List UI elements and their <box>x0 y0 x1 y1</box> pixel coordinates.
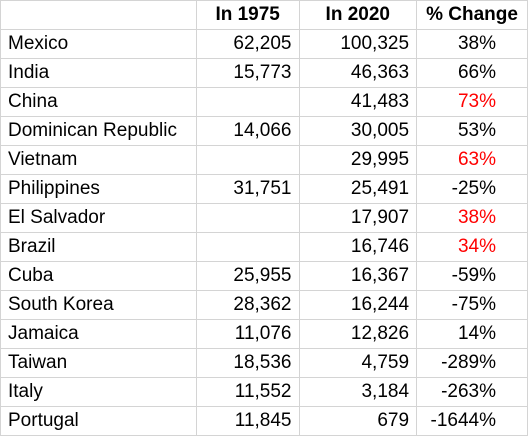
cell-change[interactable]: -75% <box>416 290 528 320</box>
cell-country[interactable]: Mexico <box>0 29 197 59</box>
header-cell-change[interactable]: % Change <box>416 0 528 30</box>
cell-country[interactable]: Cuba <box>0 261 197 291</box>
cell-1975[interactable] <box>195 203 300 233</box>
cell-country[interactable]: China <box>0 87 197 117</box>
table-row: Vietnam 29,995 63% <box>0 145 528 175</box>
cell-1975[interactable] <box>195 87 300 117</box>
cell-country[interactable]: Brazil <box>0 232 197 262</box>
table-row: China 41,483 73% <box>0 87 528 117</box>
cell-country[interactable]: India <box>0 58 197 88</box>
table-row: El Salvador 17,907 38% <box>0 203 528 233</box>
cell-country[interactable]: Italy <box>0 377 197 407</box>
header-cell-2020[interactable]: In 2020 <box>298 0 418 30</box>
cell-1975[interactable]: 18,536 <box>195 348 300 378</box>
cell-2020[interactable]: 4,759 <box>298 348 418 378</box>
cell-1975[interactable]: 31,751 <box>195 174 300 204</box>
cell-2020[interactable]: 30,005 <box>298 116 418 146</box>
cell-change[interactable]: 63% <box>416 145 528 175</box>
cell-1975[interactable]: 28,362 <box>195 290 300 320</box>
cell-change[interactable]: -25% <box>416 174 528 204</box>
cell-change[interactable]: 14% <box>416 319 528 349</box>
table-row: South Korea 28,362 16,244 -75% <box>0 290 528 320</box>
header-cell-country[interactable] <box>0 0 197 30</box>
cell-1975[interactable] <box>195 145 300 175</box>
table-row: Taiwan 18,536 4,759 -289% <box>0 348 528 378</box>
cell-2020[interactable]: 17,907 <box>298 203 418 233</box>
cell-country[interactable]: Portugal <box>0 406 197 436</box>
table-row: Cuba 25,955 16,367 -59% <box>0 261 528 291</box>
cell-1975[interactable]: 14,066 <box>195 116 300 146</box>
cell-country[interactable]: Taiwan <box>0 348 197 378</box>
cell-2020[interactable]: 16,367 <box>298 261 418 291</box>
table-row: Portugal 11,845 679 -1644% <box>0 406 528 436</box>
cell-change[interactable]: -263% <box>416 377 528 407</box>
cell-1975[interactable]: 11,076 <box>195 319 300 349</box>
cell-country[interactable]: El Salvador <box>0 203 197 233</box>
cell-2020[interactable]: 41,483 <box>298 87 418 117</box>
cell-1975[interactable]: 15,773 <box>195 58 300 88</box>
cell-change[interactable]: -289% <box>416 348 528 378</box>
table-row: Jamaica 11,076 12,826 14% <box>0 319 528 349</box>
cell-change[interactable]: 38% <box>416 29 528 59</box>
table-row: Mexico 62,205 100,325 38% <box>0 29 528 59</box>
cell-1975[interactable]: 11,552 <box>195 377 300 407</box>
cell-country[interactable]: Vietnam <box>0 145 197 175</box>
cell-2020[interactable]: 12,826 <box>298 319 418 349</box>
table-row: Italy 11,552 3,184 -263% <box>0 377 528 407</box>
cell-1975[interactable]: 25,955 <box>195 261 300 291</box>
cell-1975[interactable] <box>195 232 300 262</box>
cell-2020[interactable]: 46,363 <box>298 58 418 88</box>
cell-country[interactable]: Dominican Republic <box>0 116 197 146</box>
table-row: Dominican Republic 14,066 30,005 53% <box>0 116 528 146</box>
table-row: Philippines 31,751 25,491 -25% <box>0 174 528 204</box>
cell-change[interactable]: -59% <box>416 261 528 291</box>
cell-change[interactable]: 73% <box>416 87 528 117</box>
cell-change[interactable]: 53% <box>416 116 528 146</box>
table-row: Brazil 16,746 34% <box>0 232 528 262</box>
cell-country[interactable]: Philippines <box>0 174 197 204</box>
cell-1975[interactable]: 11,845 <box>195 406 300 436</box>
cell-change[interactable]: 38% <box>416 203 528 233</box>
cell-2020[interactable]: 16,244 <box>298 290 418 320</box>
cell-2020[interactable]: 16,746 <box>298 232 418 262</box>
table-row: India 15,773 46,363 66% <box>0 58 528 88</box>
cell-country[interactable]: Jamaica <box>0 319 197 349</box>
cell-1975[interactable]: 62,205 <box>195 29 300 59</box>
cell-2020[interactable]: 100,325 <box>298 29 418 59</box>
cell-2020[interactable]: 25,491 <box>298 174 418 204</box>
header-cell-1975[interactable]: In 1975 <box>195 0 300 30</box>
cell-country[interactable]: South Korea <box>0 290 197 320</box>
cell-2020[interactable]: 679 <box>298 406 418 436</box>
header-row: In 1975 In 2020 % Change <box>0 0 528 30</box>
cell-change[interactable]: 66% <box>416 58 528 88</box>
cell-2020[interactable]: 29,995 <box>298 145 418 175</box>
cell-2020[interactable]: 3,184 <box>298 377 418 407</box>
table-body: Mexico 62,205 100,325 38% India 15,773 46,363 6… <box>0 29 528 436</box>
cell-change[interactable]: 34% <box>416 232 528 262</box>
cell-change[interactable]: -1644% <box>416 406 528 436</box>
